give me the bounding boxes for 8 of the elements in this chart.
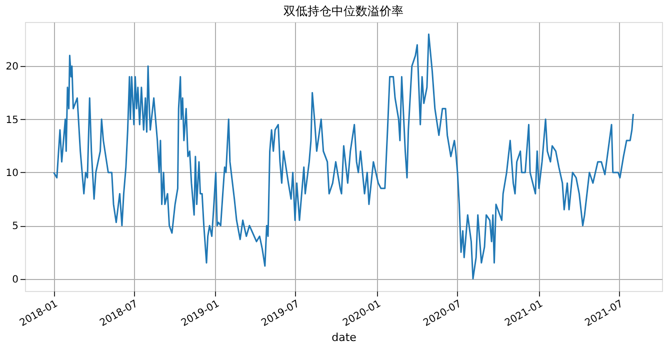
y-tick-label: 20 <box>6 62 18 73</box>
y-tick-label: 10 <box>6 168 18 179</box>
x-axis-title: date <box>332 331 357 344</box>
y-tick-label: 5 <box>12 221 18 232</box>
line-series <box>53 33 634 280</box>
chart-title: 双低持仓中位数溢价率 <box>284 4 404 18</box>
y-tick-label: 0 <box>12 274 18 286</box>
y-tick-label: 15 <box>6 114 18 126</box>
